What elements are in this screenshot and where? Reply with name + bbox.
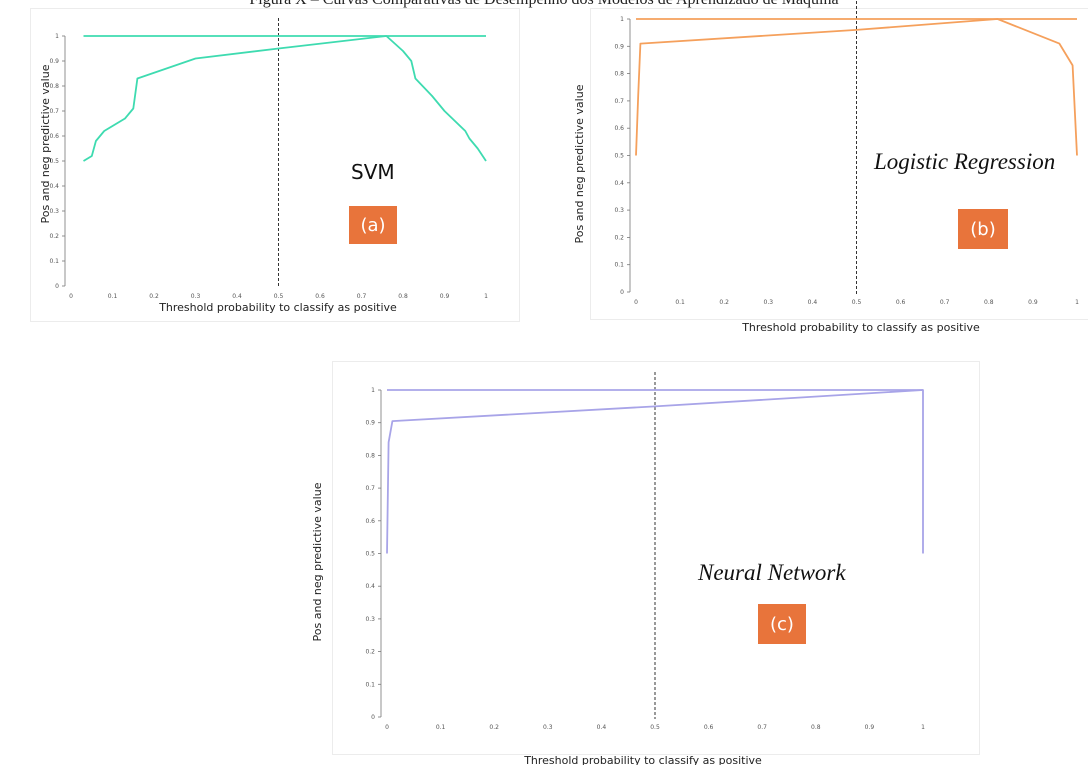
y-tick-label: 0.3 [365,616,375,623]
y-tick-label: 0.5 [49,158,59,165]
figure-caption: Figura X – Curvas Comparativas de Desemp… [0,0,1088,9]
x-tick-label: 0.5 [650,724,660,731]
logistic-regression-chart: 0 0.1 0.2 0.3 0.4 0.5 0.6 0.7 0.8 0.9 1 0 0.1 0.2 0.3 0… [573,1,1079,334]
y-tick-label: 0.9 [365,420,375,427]
panel-badge-label: (a) [360,215,385,236]
y-tick-label: 0.5 [365,551,375,558]
x-tick-label: 0.3 [191,293,201,300]
x-tick-label: 0.9 [865,724,875,731]
x-tick-label: 0.7 [757,724,767,731]
x-tick-label: 0.2 [489,724,499,731]
series-line-ppv [83,35,487,162]
y-tick-label: 1 [620,16,624,23]
y-tick-label: 0.3 [614,207,624,214]
x-tick-label: 0.3 [543,724,553,731]
x-tick-label: 0.1 [436,724,446,731]
x-tick-label: 0.9 [440,293,450,300]
x-tick-label: 1 [921,724,925,731]
x-axis-label: Threshold probability to classify as pos… [158,301,397,314]
y-tick-label: 0.5 [614,153,624,160]
y-tick-label: 1 [55,33,59,40]
y-tick-label: 0 [371,714,375,721]
model-label: SVM [351,160,395,184]
x-tick-label: 0.4 [597,724,607,731]
x-tick-label: 0.6 [704,724,714,731]
x-tick-label: 0.5 [852,299,862,306]
y-tick-label: 0 [55,283,59,290]
x-axis-label: Threshold probability to classify as pos… [523,754,762,765]
x-tick-label: 0.8 [811,724,821,731]
x-tick-label: 0.1 [108,293,118,300]
y-tick-label: 0.7 [49,108,59,115]
x-tick-label: 0 [634,299,638,306]
y-tick-label: 0.1 [614,262,624,269]
neural-network-chart: 0 0.1 0.2 0.3 0.4 0.5 0.6 0.7 0.8 0.9 1 0 0.1 0.2 0.3 0… [311,372,925,765]
x-tick-label: 0.7 [357,293,367,300]
chart-panel-neural-network: 0 0.1 0.2 0.3 0.4 0.5 0.6 0.7 0.8 0.9 1 0 0.1 0.2 0.3 0… [311,361,980,765]
y-tick-label: 0.6 [614,125,624,132]
x-tick-label: 1 [1075,299,1079,306]
svm-chart: 0 0.1 0.2 0.3 0.4 0.5 0.6 0.7 0.8 0.9 1 0 0.1 0.2 0.3 0… [39,18,488,314]
chart-panel-logistic-regression: 0 0.1 0.2 0.3 0.4 0.5 0.6 0.7 0.8 0.9 1 0 0.1 0.2 0.3 0… [573,1,1088,334]
series-line-ppv [386,389,924,554]
y-axis-label: Pos and neg predictive value [311,482,324,641]
y-tick-label: 0.4 [365,583,375,590]
y-axis-label: Pos and neg predictive value [573,84,586,243]
x-tick-label: 0.6 [896,299,906,306]
series-line-ppv [635,18,1078,156]
y-tick-label: 0.1 [365,681,375,688]
panel-badge-label: (b) [970,219,995,240]
y-tick-label: 1 [371,387,375,394]
y-tick-label: 0.9 [49,58,59,65]
panel-badge [758,604,806,644]
y-tick-label: 0.2 [49,233,59,240]
x-tick-label: 0.2 [719,299,729,306]
panel-badge [958,209,1008,249]
y-tick-label: 0.7 [614,98,624,105]
y-tick-label: 0 [620,289,624,296]
y-tick-label: 0.1 [49,258,59,265]
x-tick-label: 0.6 [315,293,325,300]
x-tick-label: 1 [484,293,488,300]
y-tick-label: 0.9 [614,43,624,50]
y-tick-label: 0.4 [49,183,59,190]
x-tick-label: 0.7 [940,299,950,306]
x-tick-label: 0.9 [1028,299,1038,306]
y-axis-label: Pos and neg predictive value [39,64,52,223]
x-tick-label: 0.2 [149,293,159,300]
y-tick-label: 0.8 [49,83,59,90]
panel-badge [349,206,397,244]
y-tick-label: 0.6 [365,518,375,525]
model-label: Logistic Regression [873,149,1055,174]
y-tick-label: 0.7 [365,485,375,492]
x-tick-label: 0 [69,293,73,300]
y-tick-label: 0.3 [49,208,59,215]
x-tick-label: 0 [385,724,389,731]
panel-badge-label: (c) [770,614,794,635]
y-tick-label: 0.6 [49,133,59,140]
model-label: Neural Network [697,560,846,585]
chart-panel-svm: 0 0.1 0.2 0.3 0.4 0.5 0.6 0.7 0.8 0.9 1 0 0.1 0.2 0.3 0… [30,8,520,322]
x-tick-label: 0.5 [274,293,284,300]
y-tick-label: 0.8 [614,71,624,78]
x-tick-label: 0.4 [808,299,818,306]
x-tick-label: 0.4 [232,293,242,300]
x-axis-label: Threshold probability to classify as pos… [741,321,980,334]
x-tick-label: 0.8 [398,293,408,300]
y-tick-label: 0.2 [365,649,375,656]
x-tick-label: 0.8 [984,299,994,306]
y-tick-label: 0.8 [365,452,375,459]
x-tick-label: 0.1 [675,299,685,306]
x-tick-label: 0.3 [764,299,774,306]
y-tick-label: 0.4 [614,180,624,187]
y-tick-label: 0.2 [614,234,624,241]
